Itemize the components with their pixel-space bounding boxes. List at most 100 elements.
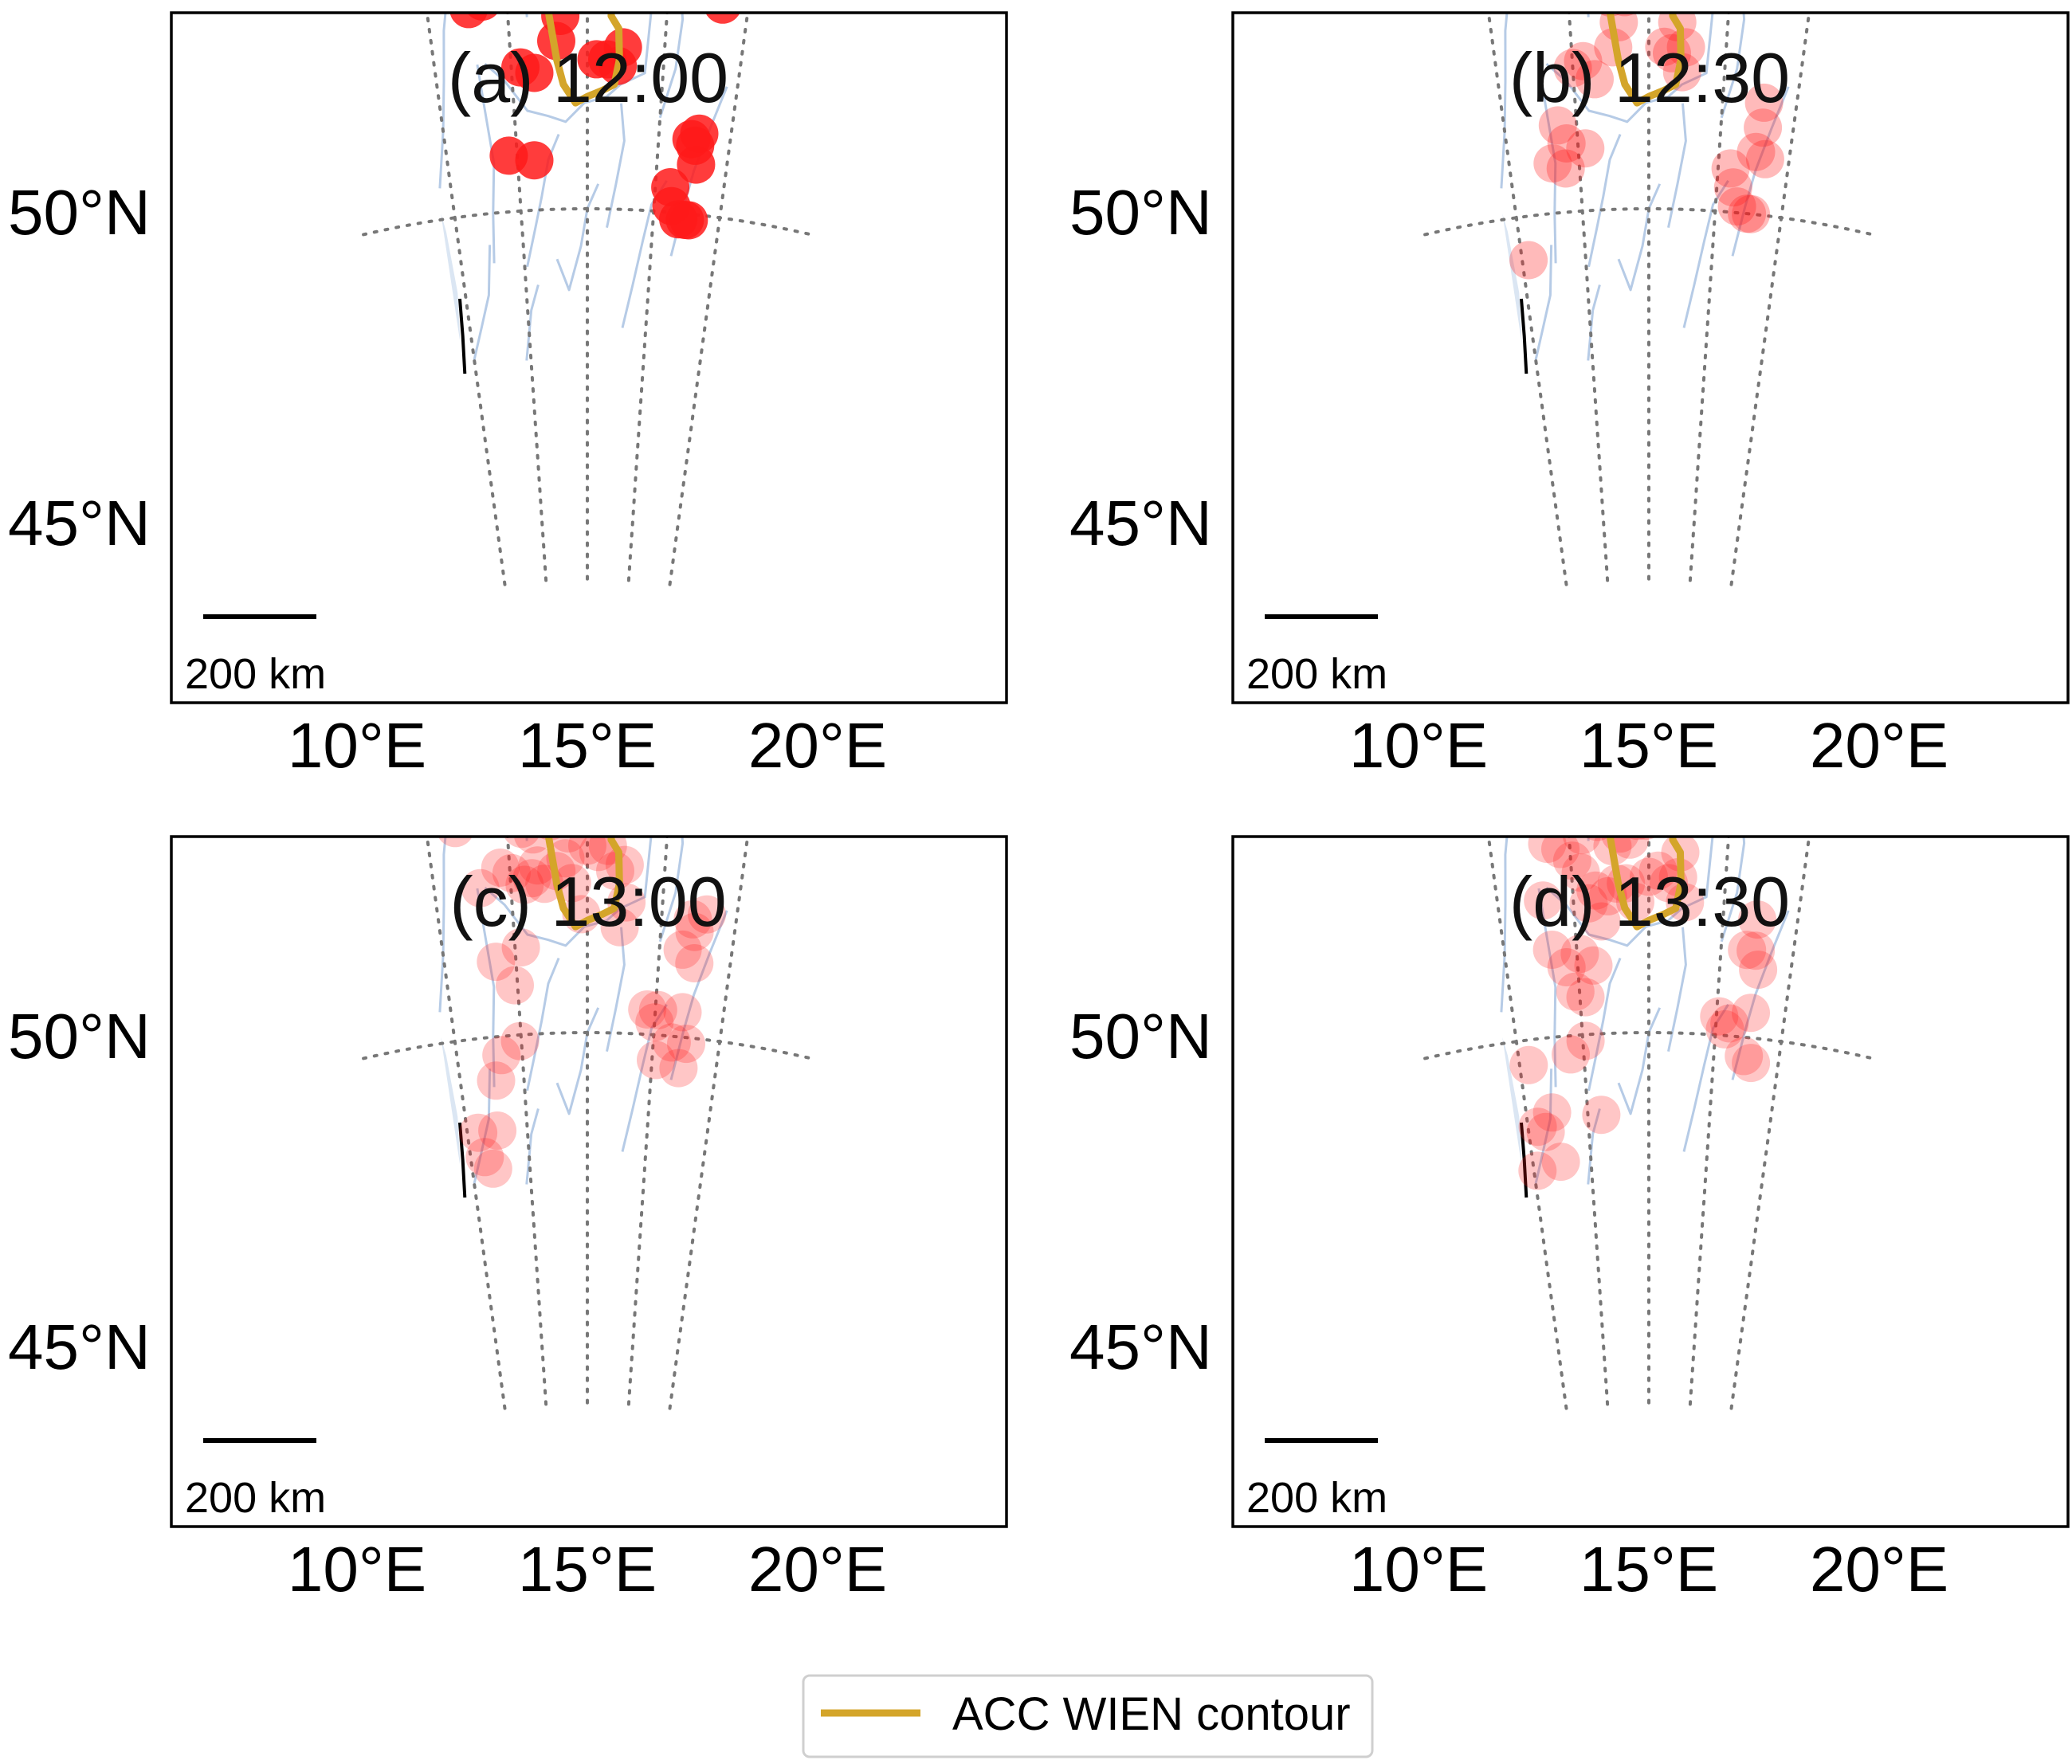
north-sea-fill xyxy=(441,1037,461,1167)
island-coastline xyxy=(634,578,642,585)
meridian-line xyxy=(1688,13,1731,586)
rivers xyxy=(1500,13,1790,361)
storm-cell xyxy=(1526,1112,1565,1151)
coastline xyxy=(458,298,467,374)
storm-cell xyxy=(1509,241,1548,280)
map-panel-c: (c) 13:00 200 km 50°N 45°N 10°E 15°E 20°… xyxy=(8,578,1008,1605)
island-coastline xyxy=(586,671,591,696)
storm-cell xyxy=(663,930,702,969)
meridian-line xyxy=(1486,837,1569,1414)
island-coastline xyxy=(598,615,616,653)
storm-cell xyxy=(1515,0,1553,3)
storm-cell xyxy=(459,1113,498,1152)
storm-cell xyxy=(1547,948,1586,986)
storm-cell xyxy=(1553,49,1592,88)
ligurian-coastline xyxy=(1447,530,1581,688)
river-line xyxy=(709,768,740,821)
acc-wien-contour xyxy=(1606,837,1685,931)
lon-tick-20e: 20°E xyxy=(1810,1534,1948,1605)
storm-cell xyxy=(1638,851,1678,890)
storm-cell xyxy=(1541,837,1580,868)
panel-title: (c) 13:00 xyxy=(449,862,726,941)
storm-cells xyxy=(1509,0,1784,280)
scale-label: 200 km xyxy=(185,1474,326,1522)
storm-cell xyxy=(1611,837,1650,859)
river-line xyxy=(484,13,653,123)
storm-cell xyxy=(501,928,540,967)
storm-cell xyxy=(1582,1096,1621,1135)
river-line xyxy=(658,837,685,943)
storm-cell xyxy=(1546,149,1585,188)
river-line xyxy=(1537,888,1557,1088)
river-line xyxy=(1545,837,1714,947)
storm-cell xyxy=(1541,1143,1580,1182)
lat-tick-45n: 45°N xyxy=(1069,488,1212,559)
map-panel-d: (d) 13:30 200 km 50°N 45°N 10°E 15°E 20°… xyxy=(1069,530,2070,1605)
lon-tick-20e: 20°E xyxy=(748,710,887,781)
storm-cell xyxy=(1503,752,1541,790)
storm-cell xyxy=(1634,837,1657,841)
storm-cell xyxy=(1556,972,1595,1011)
map-frame xyxy=(170,11,1008,704)
legend-box xyxy=(802,1674,1374,1758)
panel-title: (d) 13:30 xyxy=(1509,862,1790,941)
storm-cell xyxy=(477,1061,516,1100)
storm-cell xyxy=(1546,780,1584,818)
lon-tick-15e: 15°E xyxy=(518,710,657,781)
storm-cell xyxy=(1532,931,1572,969)
storm-cell xyxy=(1732,194,1771,233)
river-line xyxy=(1587,284,1601,361)
storm-cell xyxy=(688,895,726,934)
meridian-line xyxy=(1567,13,1610,586)
storm-cell xyxy=(1569,884,1608,923)
storm-cell xyxy=(605,845,644,884)
storm-cell xyxy=(1576,871,1615,910)
storm-cell xyxy=(1541,837,1556,838)
storm-cell xyxy=(477,943,516,982)
river-line xyxy=(1500,837,1509,1013)
river-line xyxy=(476,888,496,1088)
storm-cell xyxy=(1711,149,1750,188)
storm-cell xyxy=(1745,139,1784,178)
storm-cell xyxy=(1520,788,1558,826)
storm-cell xyxy=(1736,132,1776,171)
storm-cell xyxy=(1588,778,1627,816)
river-line xyxy=(606,927,626,1053)
storm-cell xyxy=(465,1138,504,1177)
storm-cell xyxy=(669,201,708,240)
river-line xyxy=(1616,634,1640,666)
meridian-line xyxy=(1729,837,1811,1414)
map-frame xyxy=(1231,835,2070,1528)
storm-cell xyxy=(1552,1035,1590,1074)
island-coastline xyxy=(618,591,630,603)
storm-cell xyxy=(1492,709,1530,747)
coastline xyxy=(1520,298,1528,374)
storm-cell xyxy=(1630,857,1668,896)
meridian-line xyxy=(425,13,508,590)
lon-tick-15e: 15°E xyxy=(1580,710,1718,781)
storm-cell xyxy=(480,743,518,781)
map-frame xyxy=(170,835,1008,1528)
storm-cell xyxy=(579,837,618,872)
river-line xyxy=(1556,737,1559,825)
storm-cell xyxy=(1744,108,1783,147)
lat-tick-45n: 45°N xyxy=(1069,1311,1212,1382)
meridian-line xyxy=(505,13,548,586)
storm-cell xyxy=(388,658,426,696)
river-line xyxy=(1587,13,1590,18)
storm-cell xyxy=(675,912,714,951)
river-line xyxy=(525,13,528,18)
river-line xyxy=(606,103,626,229)
north-sea-fill xyxy=(1502,213,1522,343)
storm-cell xyxy=(1528,837,1567,864)
storm-cell xyxy=(1710,1004,1749,1043)
storm-cell xyxy=(1738,900,1777,939)
storm-cell xyxy=(452,789,490,827)
storm-cell xyxy=(1512,758,1550,796)
storm-cell xyxy=(476,799,514,837)
river-line xyxy=(1537,64,1557,264)
storm-cell xyxy=(673,900,712,939)
river-line xyxy=(1682,1003,1729,1152)
storm-cell xyxy=(667,1025,705,1064)
storm-cell xyxy=(461,868,500,907)
